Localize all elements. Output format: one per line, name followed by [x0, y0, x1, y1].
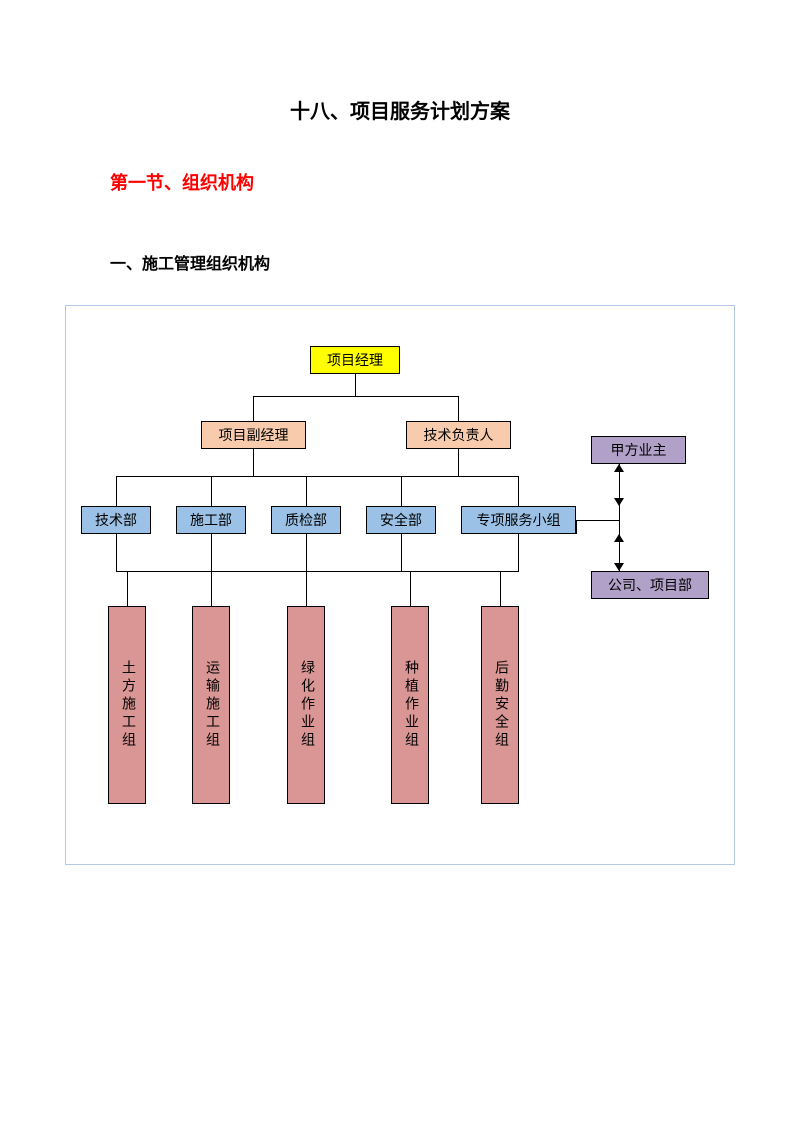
node-earthwork-group: 土方施工组 — [108, 606, 146, 804]
arrow-icon — [614, 498, 624, 506]
org-chart: 项目经理 项目副经理 技术负责人 技术部 施工部 质检部 安全部 专项服务小组 … — [65, 305, 735, 865]
arrow-icon — [614, 464, 624, 472]
node-project-manager: 项目经理 — [310, 346, 400, 374]
node-owner: 甲方业主 — [591, 436, 686, 464]
node-qc-dept: 质检部 — [271, 506, 341, 534]
node-tech-dept: 技术部 — [81, 506, 151, 534]
node-planting-group: 种植作业组 — [391, 606, 429, 804]
arrow-icon — [614, 534, 624, 542]
section-title: 第一节、组织机构 — [0, 124, 800, 195]
node-greening-group: 绿化作业组 — [287, 606, 325, 804]
node-logistics-group: 后勤安全组 — [481, 606, 519, 804]
page-title: 十八、项目服务计划方案 — [0, 0, 800, 124]
node-company: 公司、项目部 — [591, 571, 709, 599]
node-safety-dept: 安全部 — [366, 506, 436, 534]
node-deputy-manager: 项目副经理 — [201, 421, 306, 449]
node-construction-dept: 施工部 — [176, 506, 246, 534]
subsection-title: 一、施工管理组织机构 — [0, 195, 800, 274]
node-tech-lead: 技术负责人 — [406, 421, 511, 449]
node-special-team: 专项服务小组 — [461, 506, 576, 534]
node-transport-group: 运输施工组 — [192, 606, 230, 804]
arrow-icon — [614, 563, 624, 571]
